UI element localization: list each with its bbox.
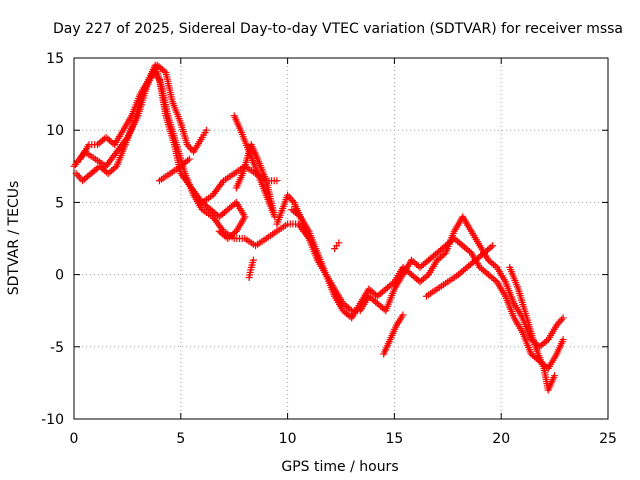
- data-point-trace-c: [160, 67, 168, 75]
- data-point-trace-m: [335, 239, 343, 247]
- data-point-trace-h: [466, 247, 474, 255]
- data-point-trace-i: [558, 316, 566, 324]
- data-point-trace-i: [389, 279, 397, 287]
- x-tick-label: 10: [279, 431, 297, 447]
- data-point-trace-h: [287, 195, 295, 203]
- grid-lines: [74, 58, 608, 419]
- data-point-trace-h: [559, 336, 567, 344]
- data-point-trace-k: [489, 242, 497, 250]
- x-tick-label: 20: [492, 431, 510, 447]
- x-tick-label: 15: [385, 431, 403, 447]
- data-point-trace-l: [551, 372, 559, 380]
- y-tick-label: -10: [41, 412, 64, 428]
- data-point-trace-a: [273, 177, 281, 185]
- data-point-trace-i: [423, 272, 431, 280]
- data-point-trace-c: [202, 126, 210, 134]
- chart-title: Day 227 of 2025, Sidereal Day-to-day VTE…: [53, 21, 623, 37]
- data-point-trace-i: [556, 318, 564, 326]
- y-axis-label: SDTVAR / TECUs: [6, 181, 22, 296]
- y-tick-label: 0: [55, 268, 64, 284]
- data-marks: [70, 61, 567, 394]
- y-tick-labels: -10 -5 0 5 10 15: [41, 51, 64, 428]
- x-tick-labels: 0 5 10 15 20 25: [70, 431, 617, 447]
- data-point-trace-i: [491, 262, 499, 270]
- data-point-trace-i: [559, 314, 567, 322]
- data-point-trace-i: [542, 337, 550, 345]
- data-point-trace-h: [346, 305, 354, 313]
- data-point-trace-b: [111, 164, 119, 172]
- plot-frame: [73, 57, 609, 420]
- y-tick-label: -5: [50, 340, 64, 356]
- data-point-trace-i: [440, 250, 448, 258]
- data-point-trace-d: [184, 157, 192, 165]
- y-tick-label: 10: [46, 123, 64, 139]
- data-point-trace-h: [491, 276, 499, 284]
- data-point-trace-f: [215, 227, 223, 235]
- data-point-trace-i: [295, 211, 303, 219]
- data-point-trace-j: [399, 311, 407, 319]
- data-point-trace-k: [487, 243, 495, 251]
- data-point-trace-g: [249, 256, 257, 264]
- x-axis-label: GPS time / hours: [281, 459, 398, 475]
- data-point-trace-d: [185, 155, 193, 163]
- data-point-trace-e: [232, 184, 240, 192]
- x-tick-label: 0: [70, 431, 79, 447]
- data-point-trace-f: [217, 229, 225, 237]
- data-point-trace-b: [74, 171, 82, 179]
- x-tick-label: 5: [176, 431, 185, 447]
- y-tick-label: 5: [55, 195, 64, 211]
- x-tick-label: 25: [599, 431, 617, 447]
- y-tick-label: 15: [46, 51, 64, 67]
- axis-ticks: [73, 57, 609, 420]
